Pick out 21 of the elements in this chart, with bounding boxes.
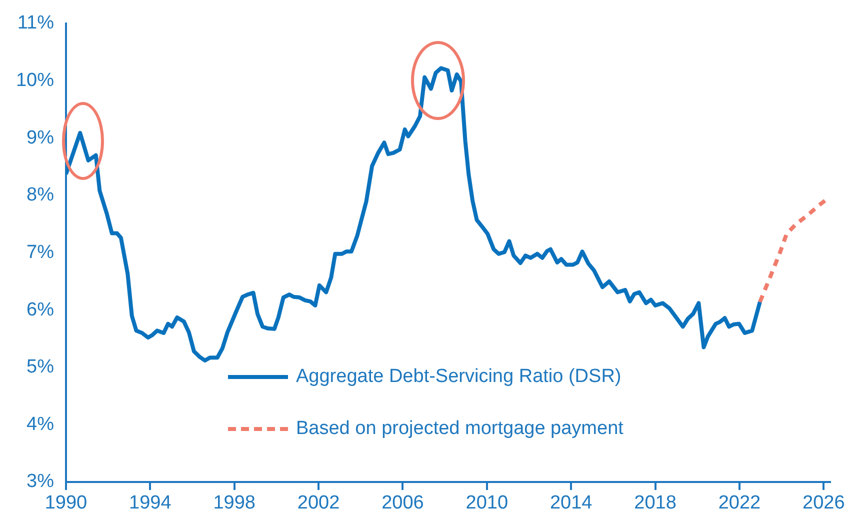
y-tick-label: 9% (26, 127, 54, 148)
y-tick-label: 7% (26, 242, 54, 263)
x-tick-label: 2006 (382, 492, 424, 514)
y-tick-label: 6% (26, 299, 54, 320)
y-tick-label: 3% (26, 471, 54, 492)
y-tick-label: 11% (17, 12, 54, 34)
y-tick-label: 5% (26, 356, 54, 378)
y-tick-label: 10% (16, 70, 54, 91)
x-tick-label: 1994 (129, 492, 172, 514)
legend-label: Based on projected mortgage payment (296, 418, 624, 440)
legend-label: Aggregate Debt-Servicing Ratio (DSR) (296, 366, 622, 388)
x-tick-label: 1990 (44, 492, 88, 514)
x-tick-label: 2010 (466, 492, 508, 514)
x-tick-label: 1998 (213, 492, 256, 514)
x-tick-label: 2002 (297, 492, 340, 514)
y-tick-label: 4% (26, 414, 54, 435)
y-tick-label: 8% (26, 184, 54, 206)
x-tick-label: 2026 (802, 492, 845, 514)
x-tick-label: 2022 (718, 492, 761, 514)
x-tick-label: 2014 (550, 492, 593, 514)
x-tick-label: 2018 (634, 492, 676, 514)
